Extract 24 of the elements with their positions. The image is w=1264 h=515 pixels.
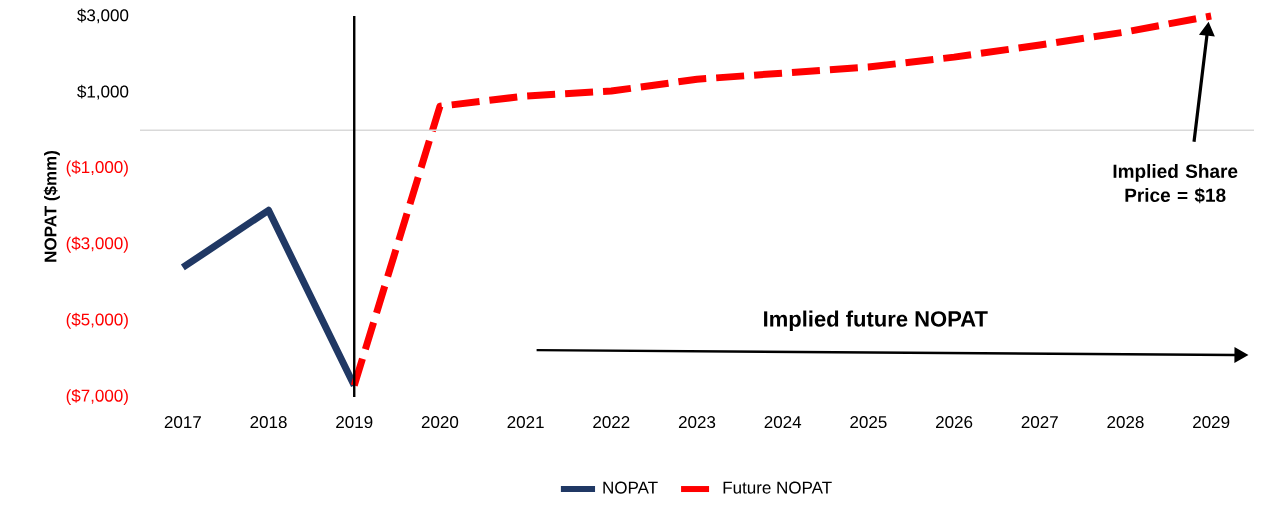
x-tick-label: 2022 [593,416,630,429]
x-tick-label: 2020 [421,416,459,429]
x-tick-label: 2024 [764,416,802,429]
y-tick-label: ($7,000) [66,388,128,406]
x-tick-label: 2023 [678,416,716,429]
x-tick-label: 2019 [336,416,373,429]
y-tick-label: ($3,000) [66,236,128,253]
legend-label: NOPAT [603,481,658,494]
x-tick-label: 2017 [164,416,201,429]
y-tick-label: $1,000 [77,84,129,100]
x-tick-label: 2029 [1193,416,1230,429]
x-tick-label: 2018 [250,416,287,429]
y-tick-label: ($1,000) [66,160,128,177]
annotation: Implied future NOPAT [764,310,988,332]
x-tick-label: 2026 [936,416,973,429]
x-tick-label: 2027 [1021,416,1058,429]
y-axis-title: NOPAT ($mm) [43,151,60,262]
y-tick-label: $3,000 [77,8,129,24]
x-tick-label: 2025 [850,416,887,429]
legend-label: Future NOPAT [723,481,832,494]
y-tick-label: ($5,000) [66,312,128,329]
x-tick-label: 2021 [507,416,544,429]
x-tick-label: 2028 [1107,416,1144,429]
annotation: Implied Share Price = $18 [1113,164,1238,204]
